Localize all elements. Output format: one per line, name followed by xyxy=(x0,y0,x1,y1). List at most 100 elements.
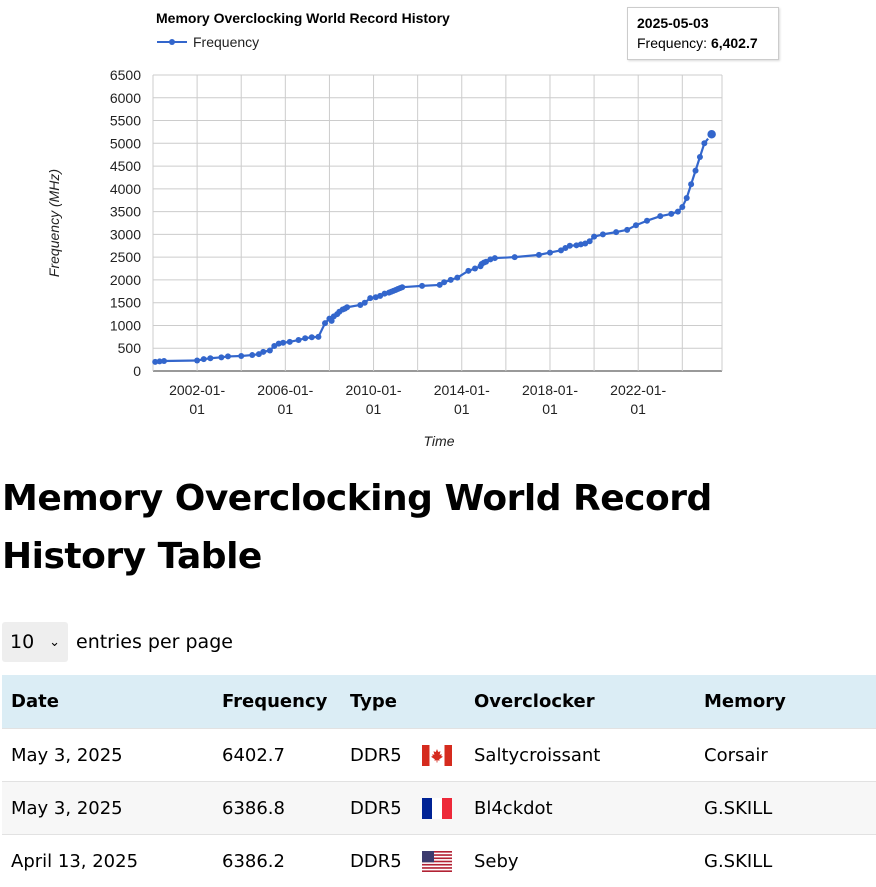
data-point[interactable] xyxy=(238,353,244,359)
cell-memory: Corsair xyxy=(695,729,876,782)
entries-label: entries per page xyxy=(76,631,233,653)
data-point[interactable] xyxy=(512,254,518,260)
data-point[interactable] xyxy=(644,218,650,224)
header-memory[interactable]: Memory xyxy=(695,675,876,729)
data-point[interactable] xyxy=(701,140,707,146)
x-tick-label: 2010-01-01 xyxy=(346,382,402,417)
data-point[interactable] xyxy=(194,358,200,364)
y-tick-label: 6500 xyxy=(110,67,141,83)
header-flag xyxy=(413,675,465,729)
data-point[interactable] xyxy=(536,252,542,258)
header-overclocker[interactable]: Overclocker xyxy=(465,675,695,729)
cell-memory: G.SKILL xyxy=(695,782,876,835)
data-point[interactable] xyxy=(600,231,606,237)
table-row: May 3, 2025 6386.8 DDR5 Bl4ckdot G.SKILL xyxy=(2,782,876,835)
entries-select[interactable]: 10 ⌄ xyxy=(2,622,68,662)
y-tick-label: 1500 xyxy=(110,295,141,311)
header-date[interactable]: Date xyxy=(2,675,213,729)
data-point[interactable] xyxy=(267,348,273,354)
y-tick-label: 3000 xyxy=(110,226,141,242)
header-type[interactable]: Type xyxy=(341,675,413,729)
data-point[interactable] xyxy=(218,354,224,360)
data-point[interactable] xyxy=(591,234,597,240)
chevron-down-icon: ⌄ xyxy=(49,635,60,650)
x-axis-title: Time xyxy=(424,433,455,449)
data-point[interactable] xyxy=(362,300,368,306)
y-tick-label: 3500 xyxy=(110,204,141,220)
frequency-line-chart: Memory Overclocking World Record History… xyxy=(0,0,876,460)
cell-type: DDR5 xyxy=(341,835,413,887)
y-tick-label: 0 xyxy=(133,363,141,379)
data-point[interactable] xyxy=(201,356,207,362)
x-tick-label: 2014-01-01 xyxy=(434,382,490,417)
x-tick-label: 2002-01-01 xyxy=(169,382,225,417)
cell-type: DDR5 xyxy=(341,729,413,782)
data-point[interactable] xyxy=(448,277,454,283)
table-row: May 3, 2025 6402.7 DDR5 Saltycroissant C… xyxy=(2,729,876,782)
data-point[interactable] xyxy=(207,355,213,361)
cell-overclocker: Seby xyxy=(465,835,695,887)
data-point[interactable] xyxy=(688,181,694,187)
data-point[interactable] xyxy=(225,353,231,359)
data-point[interactable] xyxy=(624,227,630,233)
frequency-series[interactable] xyxy=(152,129,716,365)
data-point[interactable] xyxy=(633,222,639,228)
data-point[interactable] xyxy=(367,295,373,301)
cell-flag xyxy=(413,782,465,835)
x-tick-label: 2022-01-01 xyxy=(610,382,666,417)
data-point[interactable] xyxy=(441,279,447,285)
data-point[interactable] xyxy=(657,213,663,219)
data-point[interactable] xyxy=(399,284,405,290)
cell-frequency: 6386.8 xyxy=(213,782,341,835)
y-axis-title: Frequency (MHz) xyxy=(46,169,62,277)
data-point[interactable] xyxy=(613,229,619,235)
legend-label: Frequency xyxy=(193,34,259,50)
data-point[interactable] xyxy=(465,268,471,274)
data-point[interactable] xyxy=(280,340,286,346)
cell-memory: G.SKILL xyxy=(695,835,876,887)
data-point[interactable] xyxy=(260,349,266,355)
data-point[interactable] xyxy=(161,358,167,364)
cell-frequency: 6386.2 xyxy=(213,835,341,887)
data-point[interactable] xyxy=(344,304,350,310)
tooltip-value: 6,402.7 xyxy=(711,35,758,51)
data-point[interactable] xyxy=(419,283,425,289)
cell-flag xyxy=(413,835,465,887)
data-point[interactable] xyxy=(302,335,308,341)
cell-type: DDR5 xyxy=(341,782,413,835)
data-point[interactable] xyxy=(309,334,315,340)
data-point[interactable] xyxy=(679,204,685,210)
data-point[interactable] xyxy=(296,337,302,343)
data-point[interactable] xyxy=(567,243,573,249)
data-point[interactable] xyxy=(684,195,690,201)
y-tick-label: 4500 xyxy=(110,158,141,174)
data-point[interactable] xyxy=(675,209,681,215)
cell-date: April 13, 2025 xyxy=(2,835,213,887)
data-point[interactable] xyxy=(287,339,293,345)
data-point[interactable] xyxy=(547,250,553,256)
entries-select-value: 10 xyxy=(10,631,34,653)
highlighted-data-point[interactable] xyxy=(707,129,717,139)
cell-overclocker: Saltycroissant xyxy=(465,729,695,782)
data-point[interactable] xyxy=(315,334,321,340)
data-point[interactable] xyxy=(472,266,478,272)
data-point[interactable] xyxy=(249,352,255,358)
chart-legend[interactable]: Frequency xyxy=(157,34,259,50)
data-point[interactable] xyxy=(697,154,703,160)
table-header-row: Date Frequency Type Overclocker Memory xyxy=(2,675,876,729)
cell-date: May 3, 2025 xyxy=(2,729,213,782)
y-tick-label: 2000 xyxy=(110,272,141,288)
chart-tooltip: 2025-05-03 Frequency: 6,402.7 xyxy=(627,7,779,60)
entries-per-page-control: 10 ⌄ entries per page xyxy=(2,622,233,662)
header-frequency[interactable]: Frequency xyxy=(213,675,341,729)
tooltip-date: 2025-05-03 xyxy=(637,13,778,33)
data-point[interactable] xyxy=(668,211,674,217)
data-point[interactable] xyxy=(454,275,460,281)
chart-title: Memory Overclocking World Record History xyxy=(156,10,450,26)
usa-flag-icon xyxy=(422,851,452,872)
data-point[interactable] xyxy=(322,320,328,326)
data-point[interactable] xyxy=(492,255,498,261)
data-point[interactable] xyxy=(693,168,699,174)
data-point[interactable] xyxy=(587,238,593,244)
france-flag-icon xyxy=(422,798,452,819)
